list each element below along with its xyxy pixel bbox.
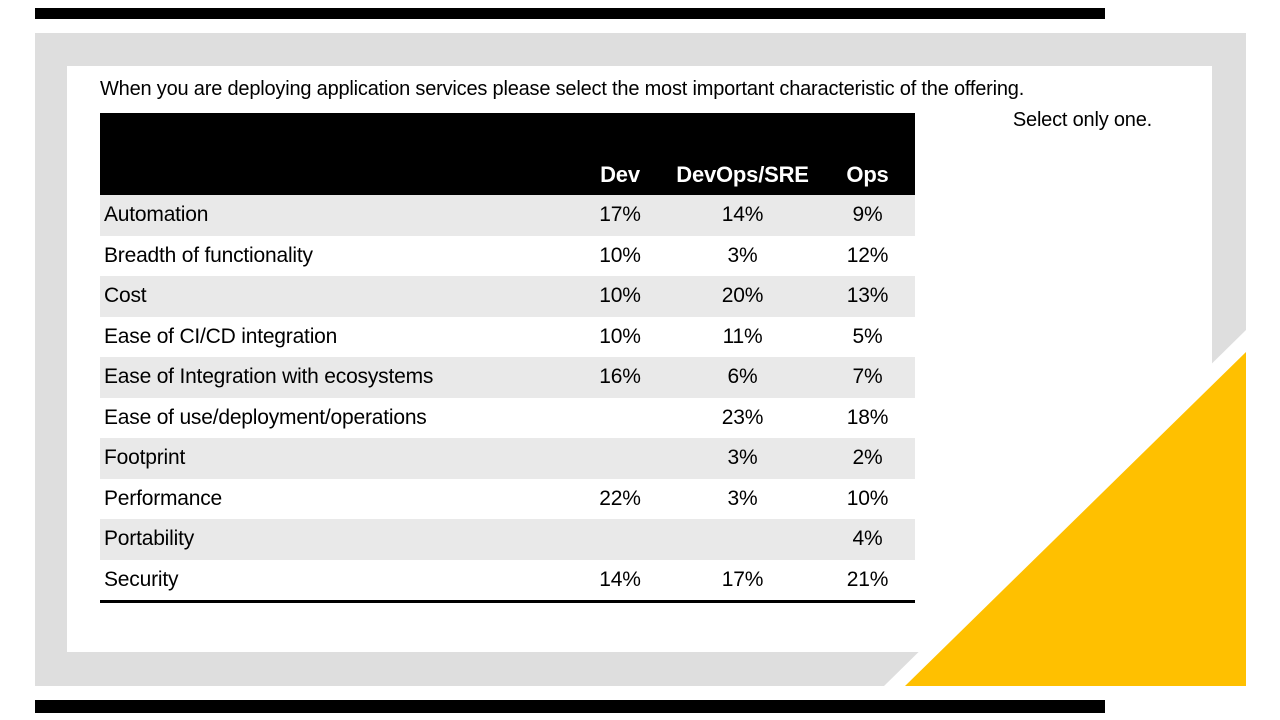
row-value: 6% — [727, 365, 758, 389]
row-label: Ease of use/deployment/operations — [104, 405, 427, 429]
row-label: Automation — [104, 203, 209, 227]
table-row: Cost 10% 20% 13% — [100, 276, 915, 317]
column-header-devops-sre: DevOps/SRE — [676, 162, 809, 187]
row-value: 10% — [599, 324, 641, 348]
row-label: Performance — [104, 486, 223, 510]
row-value: 3% — [727, 446, 758, 470]
row-value: 11% — [722, 324, 763, 348]
row-label: Security — [104, 567, 179, 591]
prompt-line-2: Select only one. — [1012, 109, 1152, 131]
row-value: 7% — [852, 365, 883, 389]
table-row: Ease of CI/CD integration 10% 11% 5% — [100, 317, 915, 358]
row-value: 12% — [846, 243, 889, 267]
row-value: 17% — [721, 567, 764, 591]
survey-table: Dev DevOps/SRE Ops Automation 17% 14% 9% Bre… — [100, 113, 915, 603]
column-header-dev: Dev — [600, 162, 640, 187]
column-header-ops: Ops — [846, 162, 889, 187]
row-value: 3% — [727, 243, 758, 267]
table-bottom-border — [100, 600, 915, 603]
table-row: Footprint 3% 2% — [100, 438, 915, 479]
row-value: 9% — [852, 203, 883, 227]
column-header-blank — [100, 188, 575, 195]
row-label: Footprint — [104, 446, 186, 470]
table-row: Performance 22% 3% 10% — [100, 479, 915, 520]
table-header: Dev DevOps/SRE Ops — [100, 113, 915, 195]
row-label: Ease of Integration with ecosystems — [104, 365, 434, 389]
row-label: Portability — [104, 527, 195, 551]
row-value: 21% — [846, 567, 889, 591]
row-value: 14% — [599, 567, 641, 591]
top-accent-bar — [35, 8, 1105, 19]
row-value: 23% — [721, 405, 764, 429]
row-value: 17% — [599, 203, 641, 227]
row-label: Ease of CI/CD integration — [104, 324, 338, 348]
row-value: 20% — [721, 284, 764, 308]
prompt-line-1: When you are deploying application servi… — [100, 78, 1025, 100]
table-row: Ease of use/deployment/operations 23% 18% — [100, 398, 915, 439]
table-row: Security 14% 17% 21% — [100, 560, 915, 601]
row-value: 10% — [599, 284, 641, 308]
row-value: 2% — [852, 446, 883, 470]
row-value: 18% — [846, 405, 889, 429]
table-row: Breadth of functionality 10% 3% 12% — [100, 236, 915, 277]
table-body: Automation 17% 14% 9% Breadth of functionali… — [100, 195, 915, 600]
table-row: Automation 17% 14% 9% — [100, 195, 915, 236]
slide-prompt: When you are deploying application servi… — [100, 74, 1152, 136]
row-value: 16% — [599, 365, 641, 389]
row-value: 3% — [727, 486, 758, 510]
row-value: 10% — [846, 486, 889, 510]
table-row: Portability 4% — [100, 519, 915, 560]
bottom-accent-bar — [35, 700, 1105, 713]
row-value: 5% — [852, 324, 883, 348]
row-value: 13% — [846, 284, 889, 308]
row-label: Cost — [104, 284, 147, 308]
row-value: 14% — [721, 203, 764, 227]
row-label: Breadth of functionality — [104, 243, 313, 267]
row-value: 22% — [599, 486, 641, 510]
table-row: Ease of Integration with ecosystems 16% 6%… — [100, 357, 915, 398]
row-value: 10% — [599, 243, 641, 267]
row-value: 4% — [852, 527, 883, 551]
